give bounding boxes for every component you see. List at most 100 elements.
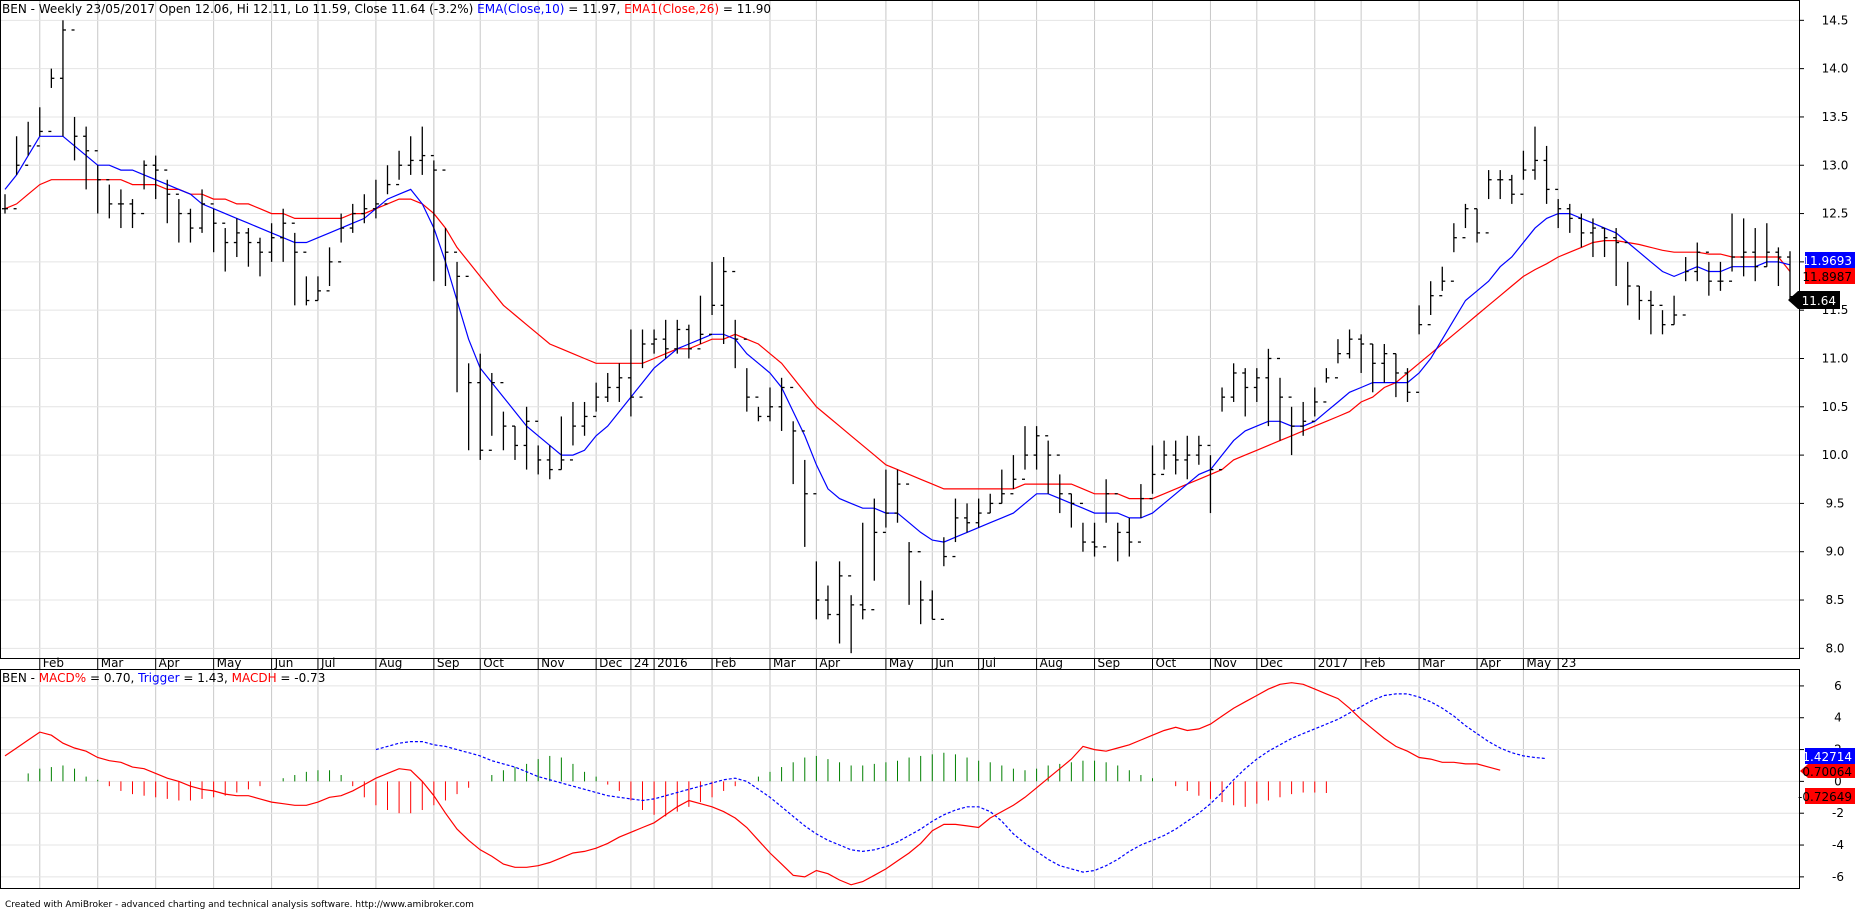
ohlc-bar bbox=[152, 155, 159, 200]
ohlc-bar bbox=[824, 585, 831, 620]
price-tick-label: 10.0 bbox=[1822, 448, 1849, 462]
ohlc-bar bbox=[1497, 170, 1504, 200]
ohlc-bar bbox=[743, 338, 750, 412]
ohlc-bar bbox=[1045, 435, 1052, 494]
date-tick-label: Jul bbox=[320, 656, 335, 670]
date-tick-label: Feb bbox=[1364, 656, 1385, 670]
date-tick-label: Mar bbox=[1422, 656, 1445, 670]
ohlc-bar bbox=[1613, 228, 1620, 287]
macd-histogram bbox=[27, 752, 1327, 817]
ohlc-bar bbox=[1717, 261, 1724, 291]
trigger-path bbox=[375, 693, 1547, 873]
ohlc-bar bbox=[36, 107, 43, 147]
ohlc-bar bbox=[83, 126, 90, 190]
ohlc-bar bbox=[477, 353, 484, 460]
ohlc-bar bbox=[349, 203, 356, 233]
ohlc-bar bbox=[975, 498, 982, 528]
date-tick-label: May bbox=[1526, 656, 1551, 670]
ohlc-bar bbox=[790, 386, 797, 485]
ohlc-bar bbox=[442, 169, 449, 287]
ohlc-bar bbox=[569, 401, 576, 461]
ohlc-bar bbox=[1485, 170, 1492, 234]
date-tick-label: Dec bbox=[599, 656, 622, 670]
ohlc-bar bbox=[813, 493, 820, 620]
symbol-label: BEN bbox=[2, 2, 27, 16]
ohlc-bar bbox=[326, 247, 333, 292]
ohlc-bar bbox=[1126, 517, 1133, 557]
ohlc-bar bbox=[1137, 484, 1144, 543]
ohlc-bars bbox=[2, 20, 1793, 654]
ohlc-bar bbox=[1381, 343, 1388, 383]
ema10-badge-text: 11.9693 bbox=[1802, 254, 1852, 268]
date-tick-label: May bbox=[889, 656, 914, 670]
date-tick-label: 2017 bbox=[1318, 656, 1349, 670]
ohlc-bar bbox=[1450, 223, 1457, 282]
ohlc-bar bbox=[627, 329, 634, 417]
trigger-legend-value: = 1.43, bbox=[180, 671, 232, 685]
ohlc-bar bbox=[1462, 203, 1469, 239]
close-value-badge: 11.64 bbox=[1788, 291, 1840, 309]
ohlc-bar bbox=[164, 169, 171, 224]
ohlc-bar bbox=[71, 29, 78, 161]
ohlc-bar bbox=[465, 275, 472, 451]
ohlc-bar bbox=[778, 377, 785, 431]
price-tick-label: 10.5 bbox=[1822, 400, 1849, 414]
ohlc-bar bbox=[129, 199, 136, 229]
date-tick-label: Oct bbox=[1156, 656, 1177, 670]
date-tick-label: Nov bbox=[1213, 656, 1236, 670]
ohlc-bar bbox=[593, 382, 600, 418]
ohlc-bar bbox=[187, 208, 194, 243]
ohlc-bar bbox=[291, 222, 298, 306]
ohlc-bar bbox=[419, 126, 426, 175]
ohlc-bar bbox=[1114, 493, 1121, 562]
ohlc-bar bbox=[1427, 281, 1434, 326]
macd-legend-label: MACD% bbox=[39, 671, 86, 685]
date-tick-label: Feb bbox=[715, 656, 736, 670]
date-tick-label: 2016 bbox=[657, 656, 688, 670]
date-tick-label: Feb bbox=[43, 656, 64, 670]
ohlc-bar bbox=[372, 179, 379, 219]
ohlc-bar bbox=[1346, 329, 1353, 359]
ohlc-bar bbox=[1589, 218, 1596, 258]
ohlc-bar bbox=[929, 590, 936, 621]
ohlc-bar bbox=[1161, 440, 1168, 476]
macdh-badge-text: -0.72649 bbox=[1798, 790, 1852, 804]
ohlc-bar bbox=[1277, 357, 1283, 441]
ohlc-bar bbox=[558, 416, 565, 471]
ohlc-bar bbox=[1253, 368, 1260, 402]
ohlc-bar bbox=[1079, 502, 1086, 552]
ohlc-bar bbox=[546, 445, 553, 480]
footer-credit: Created with AmiBroker - advanced charti… bbox=[5, 900, 474, 910]
date-tick-label: Apr bbox=[159, 656, 180, 670]
ohlc-bar bbox=[581, 401, 588, 436]
price-tick-label: 9.5 bbox=[1825, 496, 1844, 510]
ohlc-bar bbox=[940, 537, 947, 621]
ohlc-bar bbox=[1219, 387, 1226, 471]
price-tick-label: 11.0 bbox=[1822, 351, 1849, 365]
ohlc-bar bbox=[257, 237, 263, 277]
ohlc-bar bbox=[1242, 368, 1249, 417]
ohlc-bar bbox=[1184, 435, 1191, 480]
ohlc-bar bbox=[222, 222, 229, 272]
trigger-badge-text: 1.42714 bbox=[1802, 750, 1852, 764]
ohlc-bar bbox=[1532, 126, 1538, 180]
date-tick-label: Nov bbox=[541, 656, 564, 670]
ohlc-bar bbox=[1601, 227, 1608, 258]
ohlc-bar bbox=[987, 493, 994, 514]
ohlc-bar bbox=[1323, 368, 1330, 403]
ohlc-bar bbox=[1671, 295, 1678, 326]
price-tick-label: 12.5 bbox=[1822, 207, 1849, 221]
ohlc-bar bbox=[709, 261, 716, 335]
ohlc-bar bbox=[1149, 445, 1156, 500]
ohlc-bar bbox=[512, 425, 518, 460]
ohlc-bar bbox=[25, 121, 32, 166]
macd-path bbox=[4, 682, 1501, 886]
date-tick-label: Sep bbox=[437, 656, 460, 670]
price-pane-title: BEN - Weekly 23/05/2017 Open 12.06, Hi 1… bbox=[2, 2, 771, 16]
ohlc-bar bbox=[1763, 223, 1770, 268]
ohlc-bar bbox=[1555, 188, 1562, 229]
price-pane-frame bbox=[0, 0, 1800, 659]
ohlc-bar bbox=[1311, 387, 1318, 422]
